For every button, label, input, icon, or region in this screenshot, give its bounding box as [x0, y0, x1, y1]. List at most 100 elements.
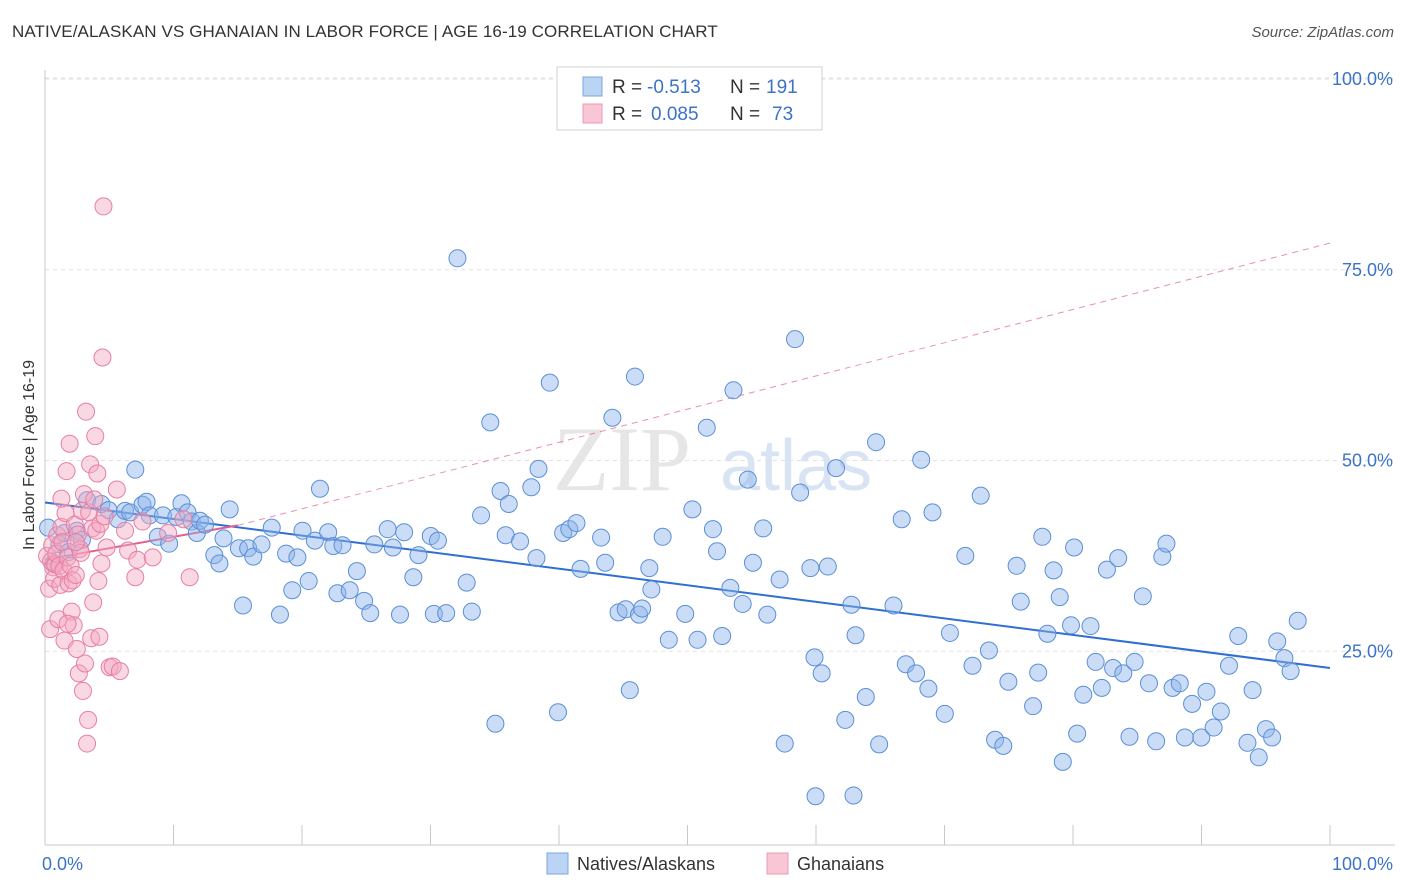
grid-lines: [45, 77, 1395, 652]
native-point-144: [1038, 624, 1057, 643]
native-point-143: [1033, 527, 1052, 546]
ghanaian-point-4: [43, 536, 62, 555]
ghanaian-point-34: [73, 681, 92, 700]
native-point-54: [378, 520, 397, 539]
native-point-119: [846, 626, 865, 645]
ghanaian-point-30: [69, 664, 88, 683]
ghanaian-point-35: [74, 485, 93, 504]
native-point-123: [884, 596, 903, 615]
legend-n-value-1: 191: [766, 77, 798, 98]
native-point-16: [140, 506, 159, 525]
native-point-67: [472, 506, 491, 525]
native-point-27: [205, 546, 224, 565]
ghanaian-point-71: [66, 533, 85, 552]
ghanaian-point-37: [77, 402, 96, 421]
native-point-15: [137, 492, 156, 511]
native-point-105: [743, 553, 762, 572]
x-tick-label-0: 0.0%: [42, 854, 83, 874]
chart-title: NATIVE/ALASKAN VS GHANAIAN IN LABOR FORC…: [12, 22, 718, 41]
native-point-39: [283, 581, 302, 600]
ghanaian-point-45: [85, 490, 104, 509]
native-point-115: [818, 557, 837, 576]
native-point-110: [786, 330, 805, 349]
native-point-133: [963, 656, 982, 675]
legend-r-value-2: 0.085: [651, 104, 699, 125]
native-point-146: [1050, 588, 1069, 607]
native-point-159: [1120, 727, 1139, 746]
native-point-72: [511, 532, 530, 551]
native-point-37: [270, 605, 289, 624]
native-point-97: [697, 418, 716, 437]
native-point-175: [1229, 626, 1248, 645]
native-point-104: [738, 470, 757, 489]
ghanaian-point-64: [128, 550, 147, 569]
native-point-131: [940, 623, 959, 642]
ghanaian-point-27: [66, 565, 85, 584]
native-point-152: [1081, 617, 1100, 636]
watermark-zip: ZIP: [553, 408, 691, 510]
native-point-75: [529, 459, 548, 478]
native-point-40: [288, 548, 307, 567]
native-point-142: [1029, 663, 1048, 682]
ghanaian-point-28: [67, 639, 86, 658]
y-tick-label-2: 50.0%: [1342, 451, 1393, 471]
legend-swatch-natives: [582, 76, 603, 97]
native-point-73: [522, 478, 541, 497]
ghanaian-point-72: [52, 489, 71, 508]
ghanaian-point-44: [84, 593, 103, 612]
native-point-172: [1204, 718, 1223, 737]
native-point-154: [1092, 678, 1111, 697]
native-point-128: [919, 679, 938, 698]
ghanaian-point-48: [88, 464, 107, 483]
bottom-legend-swatch-natives: [546, 852, 569, 875]
tick-labels: 100.0% 75.0% 50.0% 25.0% 0.0% 100.0%: [42, 69, 1393, 874]
native-point-13: [126, 460, 145, 479]
native-point-138: [999, 672, 1018, 691]
native-point-139: [1007, 556, 1026, 575]
ghanaian-point-24: [63, 571, 82, 590]
native-point-153: [1086, 652, 1105, 671]
native-point-111: [791, 483, 810, 502]
native-point-55: [383, 538, 402, 557]
native-point-68: [481, 413, 500, 432]
native-point-122: [870, 735, 889, 754]
source-label: Source: ZipAtlas.com: [1251, 24, 1394, 41]
native-point-148: [1062, 616, 1080, 635]
native-point-98: [703, 520, 722, 539]
ghanaian-point-1: [40, 579, 59, 598]
ghanaian-point-63: [126, 568, 145, 587]
native-point-26: [196, 515, 215, 534]
native-point-184: [1288, 611, 1307, 630]
native-point-53: [365, 535, 384, 554]
native-point-65: [457, 573, 476, 592]
ghanaian-point-49: [89, 572, 108, 591]
native-point-87: [625, 367, 644, 386]
ghanaian-point-66: [143, 548, 162, 567]
native-point-29: [214, 529, 233, 548]
native-point-183: [1281, 662, 1300, 681]
native-point-121: [867, 433, 886, 452]
ghanaian-point-23: [62, 602, 81, 621]
native-point-30: [220, 500, 239, 519]
native-point-46: [324, 536, 343, 555]
native-point-44: [310, 479, 329, 498]
native-point-31: [229, 539, 248, 558]
watermark-atlas: atlas: [720, 426, 872, 506]
native-point-181: [1268, 632, 1287, 651]
native-point-160: [1125, 652, 1144, 671]
native-point-103: [733, 594, 752, 613]
native-point-69: [491, 482, 510, 501]
legend-r-label-1: R =: [612, 77, 642, 98]
native-point-180: [1263, 728, 1282, 747]
native-point-96: [688, 630, 707, 649]
bottom-legend: Natives/Alaskans Ghanaians: [546, 852, 884, 875]
native-point-84: [609, 603, 628, 622]
native-point-132: [956, 546, 975, 565]
data-points: [38, 197, 1307, 806]
native-point-89: [640, 559, 659, 578]
legend-n-label-2: N =: [730, 104, 760, 125]
ghanaian-point-53: [93, 348, 112, 367]
ghanaian-point-22: [61, 556, 80, 575]
bottom-legend-ghanaians: Ghanaians: [797, 854, 884, 874]
ghanaian-point-50: [90, 627, 109, 646]
